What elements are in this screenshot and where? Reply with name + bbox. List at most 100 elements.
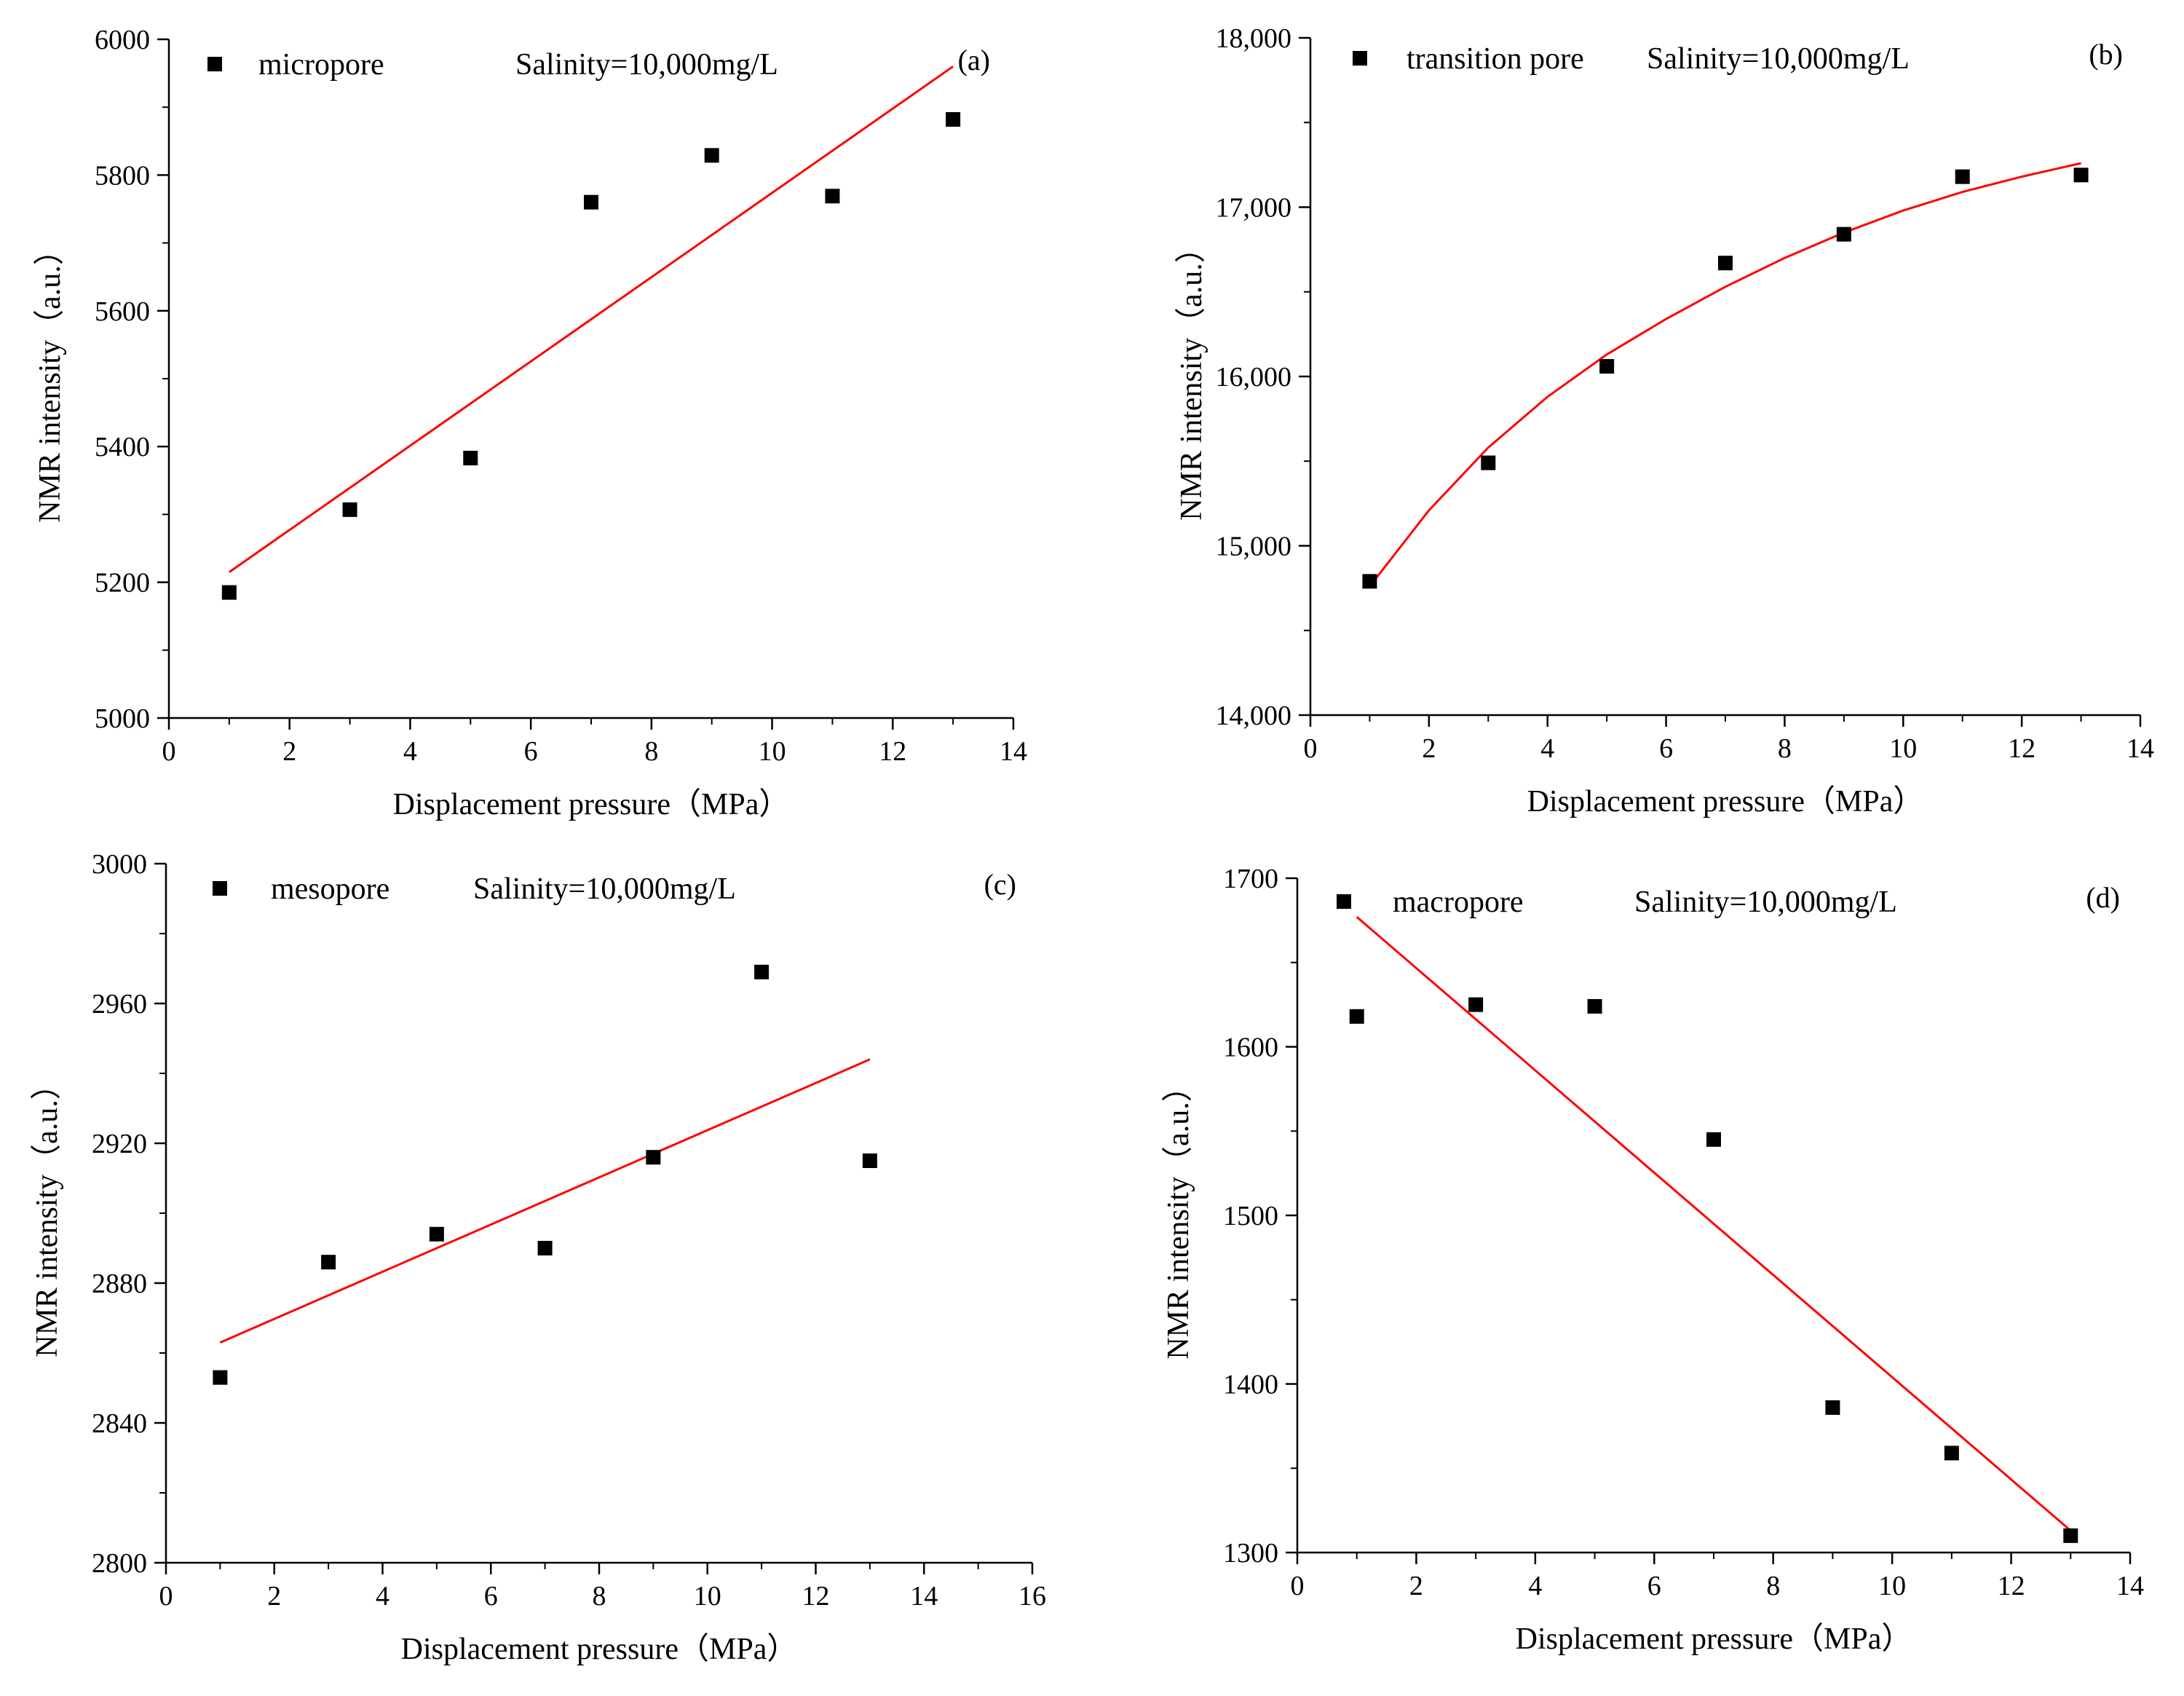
chart-a-x-tick-label: 0 [162, 736, 176, 767]
chart-b-x-tick-label: 10 [1889, 733, 1917, 764]
chart-b-y-axis-label: NMR intensity（a.u.） [1175, 232, 1208, 521]
chart-b-x-tick-label: 2 [1422, 733, 1436, 764]
chart-a-y-tick-label: 5000 [95, 703, 150, 734]
chart-a-panel-label: (a) [958, 44, 990, 76]
chart-b-x-tick-label: 4 [1540, 733, 1554, 764]
chart-d-x-tick-label: 12 [1998, 1571, 2025, 1601]
chart-d-data-point [2063, 1528, 2078, 1543]
chart-a-data-point [584, 194, 598, 210]
chart-c-legend-marker [213, 881, 227, 896]
chart-a-data-point [221, 585, 237, 600]
chart-b-y-tick-label: 17,000 [1216, 193, 1292, 224]
chart-b-data-point [2073, 167, 2089, 183]
chart-c-fit-line [219, 1058, 871, 1344]
chart-a-x-tick-label: 14 [1000, 736, 1027, 767]
chart-b: 0 2 4 6 8 10 12 14 14,000 15,000 16,000 17,000 18,00… [1175, 23, 2154, 819]
chart-a-legend-label: micropore [258, 48, 384, 82]
chart-b-x-tick-label: 6 [1659, 733, 1673, 764]
chart-d-panel-label: (d) [2086, 881, 2120, 914]
chart-c-x-tick-label: 6 [484, 1581, 498, 1612]
chart-a-x-tick-label: 10 [759, 736, 786, 767]
chart-b-x-tick-label: 12 [2008, 733, 2035, 764]
chart-b-x-tick-label: 14 [2126, 733, 2154, 764]
chart-a-y-tick-label: 5200 [95, 568, 150, 599]
chart-c-x-tick-label: 4 [376, 1581, 389, 1612]
chart-d-y-tick-label: 1400 [1223, 1370, 1278, 1400]
chart-a-y-tick-label: 5600 [95, 296, 150, 327]
chart-b-y-tick-label: 15,000 [1216, 532, 1292, 562]
chart-a-y-tick-label: 5400 [95, 432, 150, 462]
chart-c-x-tick-label: 12 [802, 1581, 830, 1612]
chart-b-data-point [1599, 359, 1615, 374]
chart-b-data-point [1481, 455, 1496, 470]
chart-d-data-point [1944, 1445, 1959, 1461]
chart-c-x-tick-label: 2 [267, 1581, 281, 1612]
chart-a-x-tick-label: 2 [282, 736, 296, 767]
chart-c-data-point [754, 964, 769, 979]
chart-a-data-point [342, 502, 357, 517]
chart-d-data-point [1706, 1132, 1721, 1147]
chart-c-y-tick-label: 2960 [92, 989, 147, 1019]
chart-b-y-tick-label: 14,000 [1216, 701, 1292, 731]
chart-b-legend-marker [1353, 51, 1367, 66]
chart-d-y-tick-label: 1500 [1223, 1201, 1278, 1231]
chart-b-x-axis-label: Displacement pressure（MPa） [1527, 785, 1924, 819]
chart-d-x-axis-label: Displacement pressure（MPa） [1516, 1622, 1912, 1656]
chart-c-x-tick-label: 16 [1018, 1581, 1046, 1612]
chart-d-x-tick-label: 8 [1766, 1571, 1780, 1601]
chart-d-data-point [1349, 1009, 1364, 1024]
chart-c-data-point [646, 1150, 661, 1165]
chart-d-x-tick-label: 6 [1647, 1571, 1661, 1601]
chart-b-legend-label: transition pore [1406, 42, 1584, 76]
chart-d-fit-line [1356, 916, 2072, 1532]
chart-d-data-point [1468, 997, 1484, 1012]
chart-c-y-axis-label: NMR intensity（a.u.） [31, 1069, 64, 1357]
chart-d-x-tick-label: 10 [1878, 1571, 1906, 1601]
chart-c-data-point [862, 1153, 877, 1168]
chart-c-x-tick-label: 14 [910, 1581, 938, 1612]
chart-c-y-tick-label: 2840 [92, 1408, 147, 1439]
chart-b-salinity-annotation: Salinity=10,000mg/L [1647, 42, 1910, 76]
chart-a: 0 2 4 6 8 10 12 14 5000 5200 5400 5600 5800 6000 Displ… [33, 25, 1027, 821]
chart-a-data-point [463, 451, 478, 466]
chart-d-y-tick-label: 1700 [1223, 864, 1278, 894]
chart-b-panel-label: (b) [2089, 38, 2123, 71]
chart-b-y-tick-label: 18,000 [1216, 23, 1292, 54]
chart-a-y-tick-label: 6000 [95, 25, 150, 55]
chart-b-data-point [1362, 574, 1377, 589]
chart-c-x-tick-label: 0 [159, 1581, 173, 1612]
chart-d-y-tick-label: 1600 [1223, 1033, 1278, 1063]
chart-b-data-point [1836, 226, 1851, 242]
chart-a-x-tick-label: 6 [524, 736, 538, 767]
chart-d-legend-marker [1337, 894, 1351, 909]
chart-d-x-tick-label: 2 [1409, 1571, 1423, 1601]
chart-d-data-point [1825, 1400, 1840, 1415]
chart-c-data-point [213, 1370, 228, 1385]
chart-a-y-tick-label: 5800 [95, 160, 150, 191]
chart-b-y-tick-label: 16,000 [1216, 362, 1292, 393]
chart-c: 0 2 4 6 8 10 12 14 16 2800 2840 2880 2920 2960 3000 Dis… [31, 849, 1046, 1666]
chart-a-x-tick-label: 4 [403, 736, 417, 767]
chart-b-x-tick-label: 8 [1778, 733, 1792, 764]
chart-c-data-point [537, 1241, 553, 1255]
chart-d-x-tick-label: 4 [1528, 1571, 1542, 1601]
chart-b-data-point [1718, 256, 1733, 271]
chart-b-data-point [1955, 169, 1970, 184]
chart-d-legend-label: macropore [1393, 886, 1524, 919]
chart-d-y-axis-label: NMR intensity（a.u.） [1162, 1071, 1195, 1360]
chart-c-salinity-annotation: Salinity=10,000mg/L [473, 872, 736, 906]
chart-c-legend-label: mesopore [271, 872, 389, 906]
chart-c-y-tick-label: 2800 [92, 1548, 147, 1579]
chart-b-x-tick-label: 0 [1304, 733, 1318, 764]
chart-c-x-tick-label: 10 [694, 1581, 721, 1612]
chart-a-data-point [946, 111, 961, 127]
chart-b-fit-line [1369, 162, 2081, 588]
chart-c-y-tick-label: 3000 [92, 849, 147, 880]
chart-c-panel-label: (c) [984, 868, 1016, 901]
chart-d-data-point [1587, 998, 1602, 1014]
chart-d-salinity-annotation: Salinity=10,000mg/L [1634, 886, 1897, 919]
chart-c-x-tick-label: 8 [593, 1581, 606, 1612]
chart-d: 0 2 4 6 8 10 12 14 1300 1400 1500 1600 1700 Displacem… [1162, 864, 2144, 1656]
chart-a-fit-line [229, 66, 954, 573]
